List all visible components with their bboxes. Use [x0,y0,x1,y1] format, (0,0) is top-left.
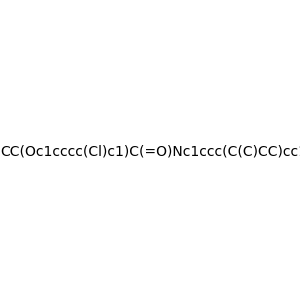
Text: CC(Oc1cccc(Cl)c1)C(=O)Nc1ccc(C(C)CC)cc1: CC(Oc1cccc(Cl)c1)C(=O)Nc1ccc(C(C)CC)cc1 [0,145,300,158]
